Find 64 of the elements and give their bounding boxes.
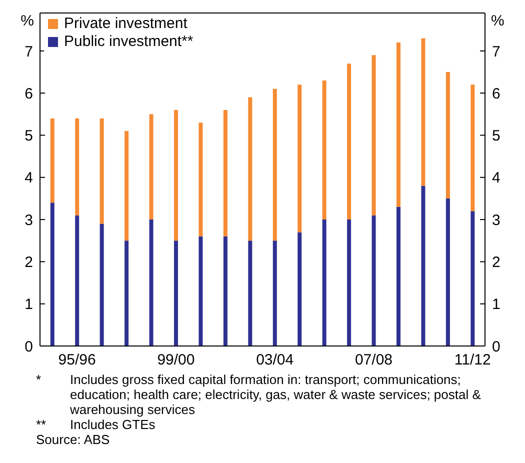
bar [50, 202, 54, 346]
y2-tick-label: 0 [492, 338, 500, 356]
y2-tick-label: 6 [492, 85, 500, 102]
bar [248, 240, 252, 346]
legend-label: Private investment [64, 15, 188, 33]
source-note: Source: ABS [36, 432, 111, 447]
bar [75, 118, 80, 216]
legend-label: Public investment** [64, 33, 194, 51]
bar [100, 118, 104, 224]
y2-tick-label: 4 [492, 170, 500, 187]
y2-tick-label: 2 [492, 254, 500, 272]
bar [198, 236, 203, 346]
bar [470, 211, 475, 346]
y2-tick-label: 7 [492, 43, 500, 60]
text: * Includes gross fixed capital formation in: transport; communications; education; health care; electricity, gas, water & waste services; postal & warehousing services [36, 372, 481, 417]
bar [174, 240, 178, 346]
y-tick-label: 7 [24, 43, 33, 60]
bar [322, 220, 326, 346]
y-tick-label: 1 [24, 296, 33, 314]
bar [347, 64, 352, 220]
x-tick-label: 99/00 [157, 352, 195, 369]
y-tick-label: 4 [24, 170, 33, 187]
bar [396, 42, 400, 207]
bar [223, 236, 228, 346]
y-tick-label: 6 [24, 85, 33, 102]
x-tick-label: 07/08 [354, 352, 393, 369]
bar [100, 224, 104, 346]
y2-tick-label: 1 [492, 296, 500, 314]
bar [223, 110, 228, 236]
bar [75, 215, 80, 346]
y2-tick-label: 3 [492, 212, 500, 229]
bar [174, 110, 178, 241]
bar [322, 80, 326, 220]
bar [421, 186, 426, 346]
x-tick-label: 11/12 [454, 352, 491, 369]
bar [446, 72, 450, 198]
y-tick-label: 0 [24, 338, 33, 356]
bar [248, 97, 252, 241]
bar [298, 232, 302, 346]
bar [272, 88, 277, 241]
bar [298, 84, 302, 232]
bar [446, 198, 450, 346]
bar [347, 220, 352, 346]
bar [124, 131, 129, 241]
bar [421, 38, 426, 186]
bar [470, 84, 475, 212]
bar [198, 122, 203, 236]
bar [396, 206, 400, 346]
bar [124, 240, 129, 346]
bar [372, 215, 376, 346]
text: ** Includes GTEs [36, 417, 156, 432]
bar [149, 114, 154, 220]
y-tick-label: 5 [24, 128, 33, 145]
x-tick-label: 95/96 [58, 352, 96, 369]
x-tick-label: 03/04 [256, 352, 294, 369]
bar [372, 55, 376, 216]
bar [149, 220, 154, 346]
bar [50, 118, 54, 203]
y-axis-title: % [20, 12, 34, 30]
y-tick-label: 3 [24, 212, 33, 229]
y2-tick-label: 5 [492, 128, 500, 145]
y-tick-label: 2 [24, 254, 33, 272]
bar [272, 240, 277, 346]
y2-axis-title: % [491, 12, 504, 30]
